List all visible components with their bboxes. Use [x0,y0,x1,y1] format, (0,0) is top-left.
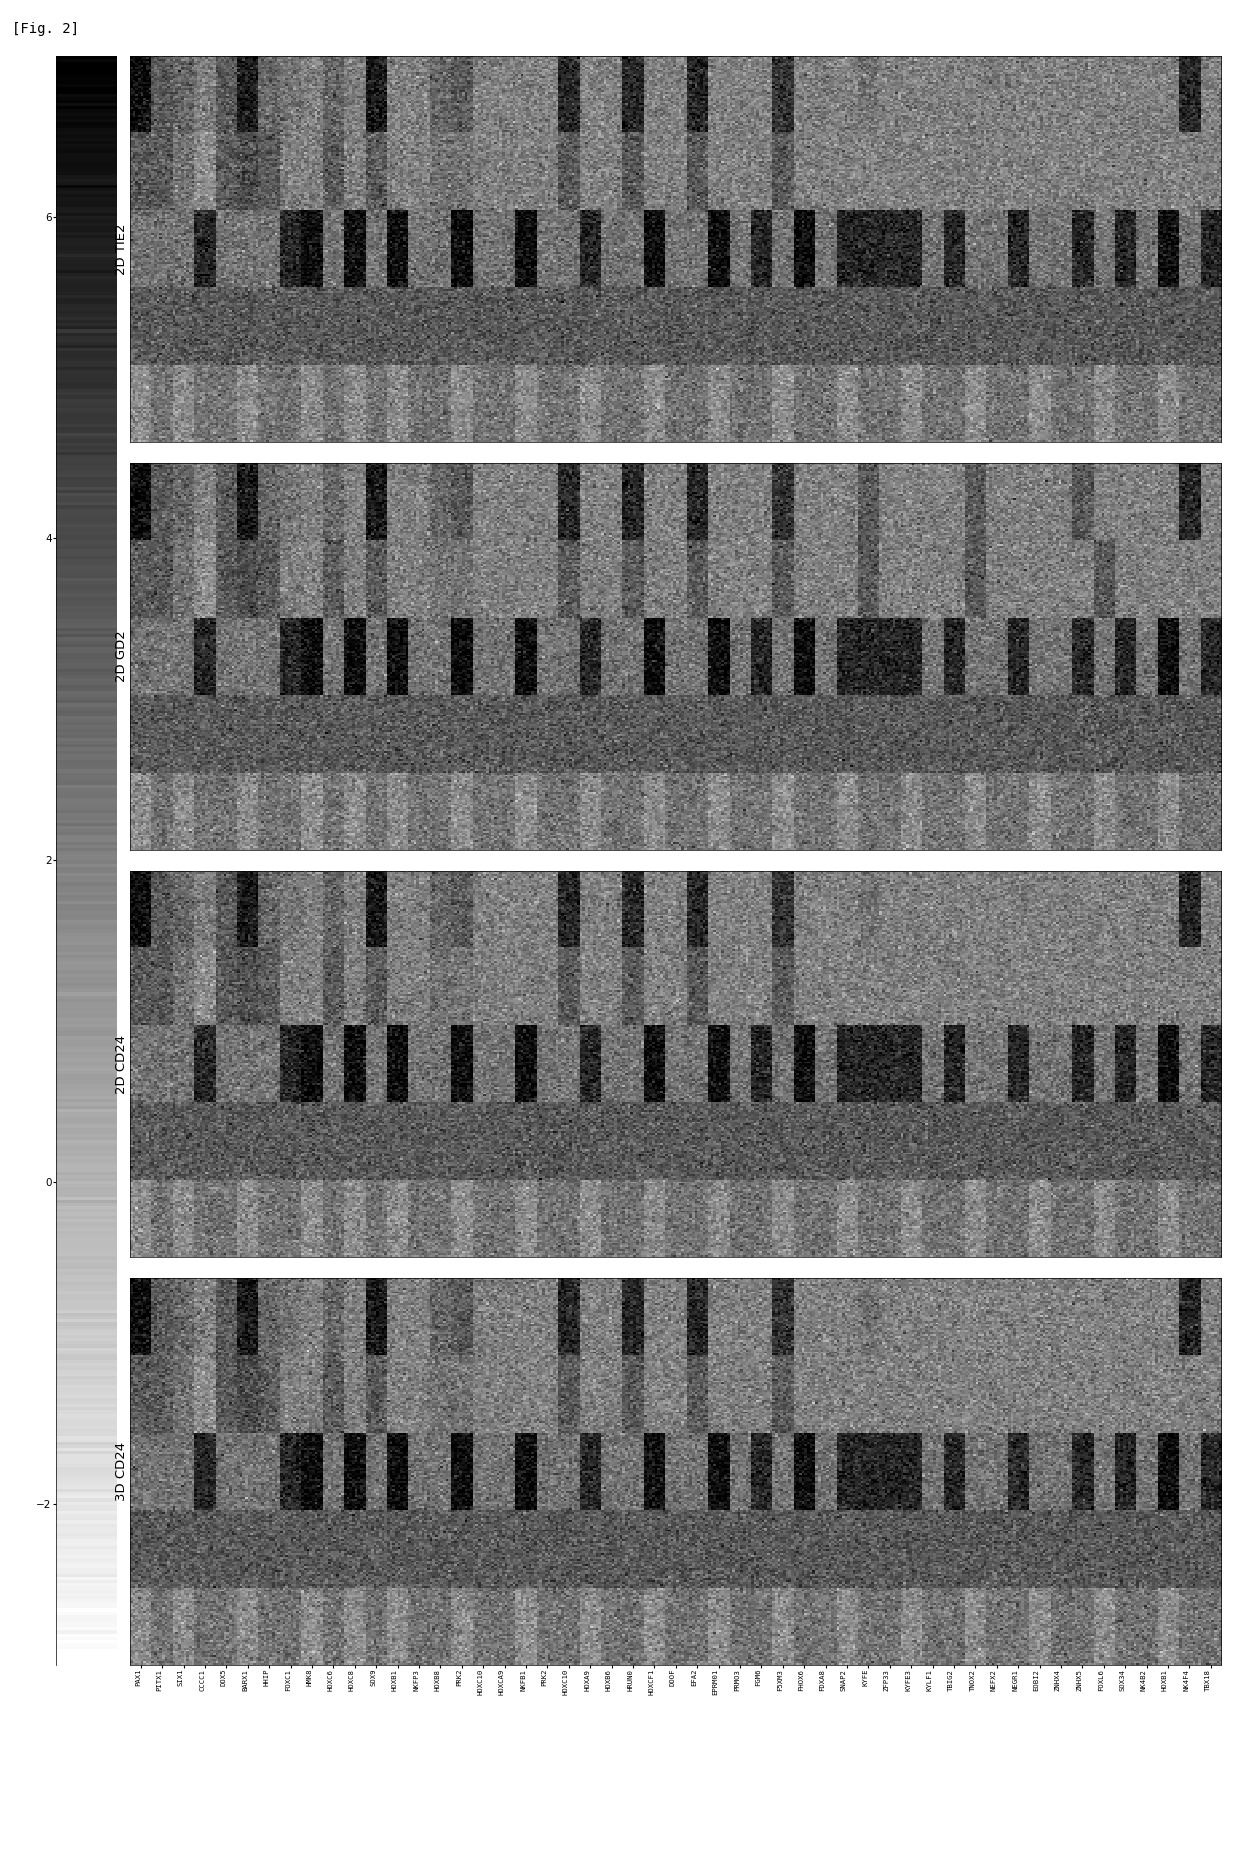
Y-axis label: 2D TIE2: 2D TIE2 [115,223,129,275]
Text: [Fig. 2]: [Fig. 2] [12,22,79,37]
Y-axis label: 2D GD2: 2D GD2 [115,631,129,683]
Y-axis label: 3D CD24: 3D CD24 [115,1442,129,1501]
Y-axis label: 2D CD24: 2D CD24 [115,1034,129,1094]
